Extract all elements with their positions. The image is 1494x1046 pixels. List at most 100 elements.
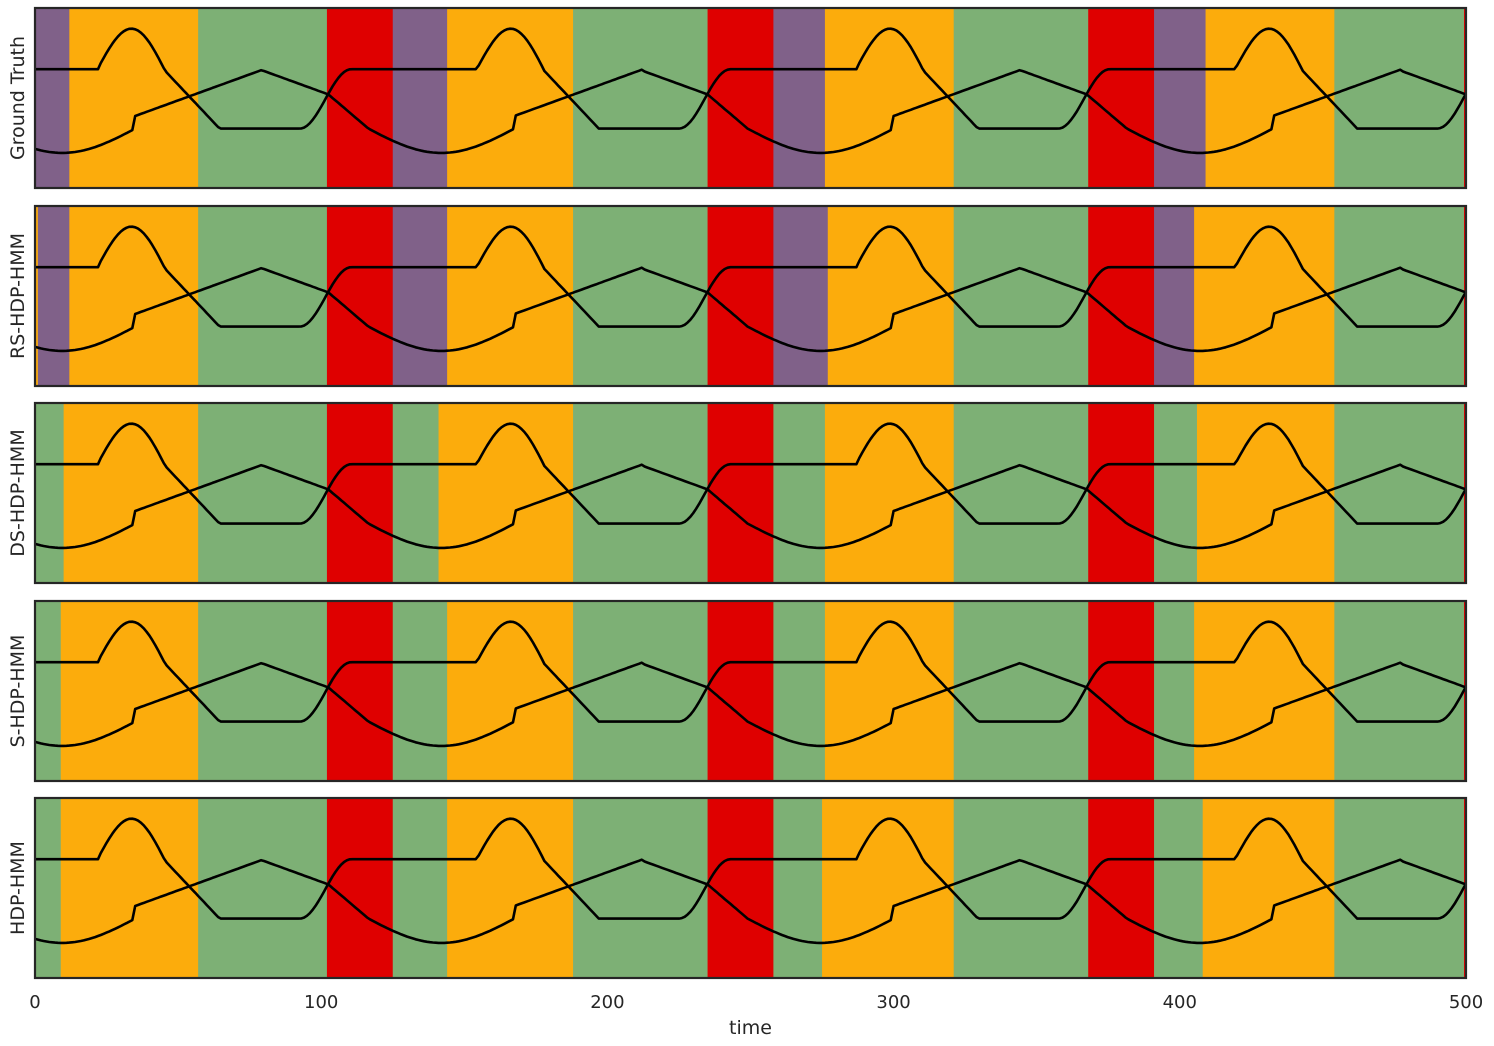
state-segment-green <box>1334 206 1465 386</box>
state-segment-red <box>707 206 774 386</box>
state-segment-green <box>1334 798 1465 978</box>
state-segment-green <box>392 798 448 978</box>
state-segment-red <box>326 206 394 386</box>
state-segment-green <box>392 601 448 781</box>
state-segment-purple <box>773 8 826 188</box>
state-segment-red <box>1088 403 1155 583</box>
panel-frame <box>33 204 1468 388</box>
state-segment-red <box>707 8 774 188</box>
observation-trace-b <box>34 463 1467 550</box>
state-segment-purple <box>37 206 70 386</box>
panel-frame <box>33 401 1468 585</box>
x-tick-label: 0 <box>29 992 40 1013</box>
state-segment-red <box>1088 798 1155 978</box>
observation-trace-b <box>34 661 1467 748</box>
observation-trace-a <box>35 422 1468 525</box>
x-tick-label: 300 <box>876 992 910 1013</box>
x-tick-label: 100 <box>304 992 338 1013</box>
state-segment-orange <box>1196 403 1335 583</box>
state-segment-orange <box>824 8 955 188</box>
state-segment-orange <box>447 798 574 978</box>
panel-frame <box>33 796 1468 980</box>
state-segment-red <box>326 601 394 781</box>
observation-trace-b <box>34 858 1467 945</box>
state-segment-green <box>198 8 328 188</box>
panel-frame <box>33 599 1468 783</box>
state-segment-green <box>198 798 328 978</box>
state-segment-green <box>392 403 440 583</box>
panel-ylabel: DS-HDP-HMM <box>7 429 29 556</box>
state-segment-green <box>35 403 65 583</box>
state-segment-purple <box>1154 206 1195 386</box>
state-segment-green <box>1154 798 1204 978</box>
panel-1: Ground Truth <box>7 6 1468 190</box>
panel-ylabel: Ground Truth <box>7 36 29 160</box>
state-segment-orange <box>1194 206 1335 386</box>
panel-ylabel: S-HDP-HMM <box>7 635 29 748</box>
state-segment-green <box>773 798 823 978</box>
state-segment-red <box>707 403 774 583</box>
state-segment-green <box>573 206 709 386</box>
state-segment-green <box>953 798 1089 978</box>
state-segment-green <box>953 8 1089 188</box>
state-segment-green <box>198 601 328 781</box>
x-tick-label: 500 <box>1449 992 1483 1013</box>
observation-trace-a <box>35 620 1468 723</box>
state-segment-green <box>35 798 62 978</box>
state-segment-green <box>953 403 1089 583</box>
state-segment-orange <box>69 206 199 386</box>
state-segment-green <box>1334 403 1465 583</box>
state-segment-orange <box>824 601 955 781</box>
panel-ylabel: RS-HDP-HMM <box>7 233 29 359</box>
state-segment-green <box>573 798 709 978</box>
state-segment-orange <box>63 403 199 583</box>
state-segment-green <box>1334 8 1465 188</box>
x-axis-label: time <box>729 1017 772 1039</box>
state-segment-green <box>953 206 1089 386</box>
state-segment-purple <box>1154 8 1207 188</box>
state-segment-orange <box>827 206 955 386</box>
observation-trace-b <box>34 68 1467 155</box>
state-segment-orange <box>447 8 574 188</box>
state-segment-green <box>1334 601 1465 781</box>
observation-trace-a <box>35 225 1468 328</box>
x-tick-label: 400 <box>1163 992 1197 1013</box>
state-segment-purple <box>392 8 448 188</box>
state-segment-orange <box>1194 601 1335 781</box>
observation-trace-a <box>35 817 1468 920</box>
x-axis: 0 100 200 300 400 500 <box>29 992 1483 1013</box>
state-segment-orange <box>438 403 574 583</box>
panel-4: S-HDP-HMM <box>7 599 1468 783</box>
panel-ylabel: HDP-HMM <box>7 841 29 935</box>
panels-group: Ground Truth RS-HDP-HMM DS-HDP-HMM S-HDP-HM… <box>7 6 1468 980</box>
state-segment-green <box>1154 601 1195 781</box>
state-segment-orange <box>1205 8 1335 188</box>
state-segment-purple <box>35 8 70 188</box>
state-segment-green <box>773 403 826 583</box>
state-segment-green <box>35 601 62 781</box>
x-tick-label: 200 <box>590 992 624 1013</box>
state-segment-purple <box>773 206 829 386</box>
state-segment-red <box>326 403 394 583</box>
state-segment-orange <box>60 601 199 781</box>
state-segment-green <box>773 601 826 781</box>
panel-5: HDP-HMM <box>7 796 1468 980</box>
state-segment-orange <box>447 206 574 386</box>
state-segment-orange <box>824 403 955 583</box>
state-segment-green <box>198 206 328 386</box>
state-segment-green <box>1154 403 1198 583</box>
state-segment-red <box>707 798 774 978</box>
state-segment-orange <box>69 8 199 188</box>
state-segment-orange <box>35 206 39 386</box>
state-segment-red <box>707 601 774 781</box>
state-segment-orange <box>822 798 955 978</box>
observation-trace-b <box>34 266 1467 353</box>
observation-trace-a <box>35 27 1468 130</box>
state-segment-orange <box>60 798 199 978</box>
state-segment-red <box>1088 601 1155 781</box>
state-segment-orange <box>1202 798 1335 978</box>
state-segment-green <box>953 601 1089 781</box>
state-segment-red <box>1088 206 1155 386</box>
state-segment-red <box>1088 8 1155 188</box>
panel-3: DS-HDP-HMM <box>7 401 1468 585</box>
